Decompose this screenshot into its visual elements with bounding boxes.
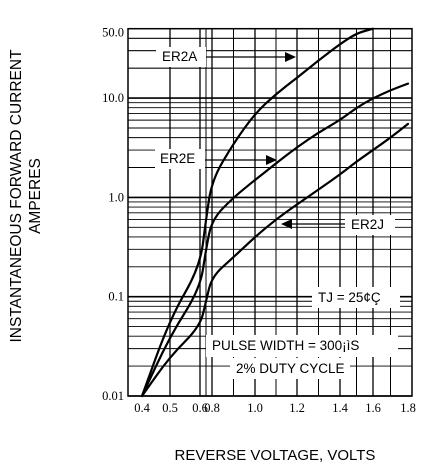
x-tick-label: 1.8: [400, 401, 416, 415]
series-curve-er2e: [140, 82, 410, 398]
x-tick-label: 0.8: [204, 401, 220, 415]
x-tick-label: 1.2: [289, 401, 305, 415]
x-tick-labels: 0.4 0.5 0.60.8 1.0 1.2 1.4 1.6 1.8: [134, 401, 416, 415]
arrow-head-icon: [266, 155, 277, 165]
x-tick-label: 0.4: [134, 401, 150, 415]
series-label-er2a: ER2A: [162, 49, 197, 64]
series-label-er2e: ER2E: [160, 151, 195, 166]
arrow-head-icon: [285, 52, 296, 62]
x-tick-label: 0.6: [192, 401, 208, 415]
y-axis-label-line-2: AMPERES: [27, 158, 44, 234]
y-axis-label-line-1: INSTANTANEOUS FORWARD CURRENT: [8, 49, 25, 343]
series-label-er2j: ER2J: [351, 217, 384, 232]
y-tick-label: 10.0: [102, 91, 124, 105]
series-curve-er2a: [140, 27, 375, 398]
series-label-bg: [345, 215, 395, 235]
x-tick-label: 1.4: [332, 401, 348, 415]
x-tick-label: 1.6: [365, 401, 381, 415]
series-curve-er2j: [140, 122, 410, 398]
series-labels: ER2A ER2E ER2J: [155, 47, 395, 235]
y-tick-labels: 0.01 0.1 1.0 10.0 50.0: [102, 26, 124, 403]
annotation-text: PULSE WIDTH = 300¡ìS: [212, 338, 359, 353]
annotation-text: 2% DUTY CYCLE: [236, 361, 345, 376]
y-tick-label: 0.1: [108, 290, 124, 304]
y-tick-label: 1.0: [108, 190, 124, 204]
x-tick-label: 1.0: [247, 401, 263, 415]
series-label-bg: [155, 149, 205, 169]
annotation-text: TJ = 25¢Ç: [318, 290, 381, 305]
annotation-bg: [206, 335, 398, 357]
y-tick-label: 0.01: [102, 389, 124, 403]
plot-frame: [127, 27, 413, 397]
x-tick-label: 0.5: [162, 401, 178, 415]
chart-curves: [140, 27, 410, 398]
annotations: TJ = 25¢Ç PULSE WIDTH = 300¡ìS 2% DUTY CYC…: [206, 287, 400, 379]
x-axis-label: REVERSE VOLTAGE, VOLTS: [175, 447, 376, 464]
arrow-head-icon: [281, 219, 292, 229]
annotation-bg: [312, 287, 400, 308]
y-tick-label: 50.0: [102, 26, 124, 40]
series-label-bg: [156, 47, 206, 67]
annotation-bg: [230, 358, 350, 379]
